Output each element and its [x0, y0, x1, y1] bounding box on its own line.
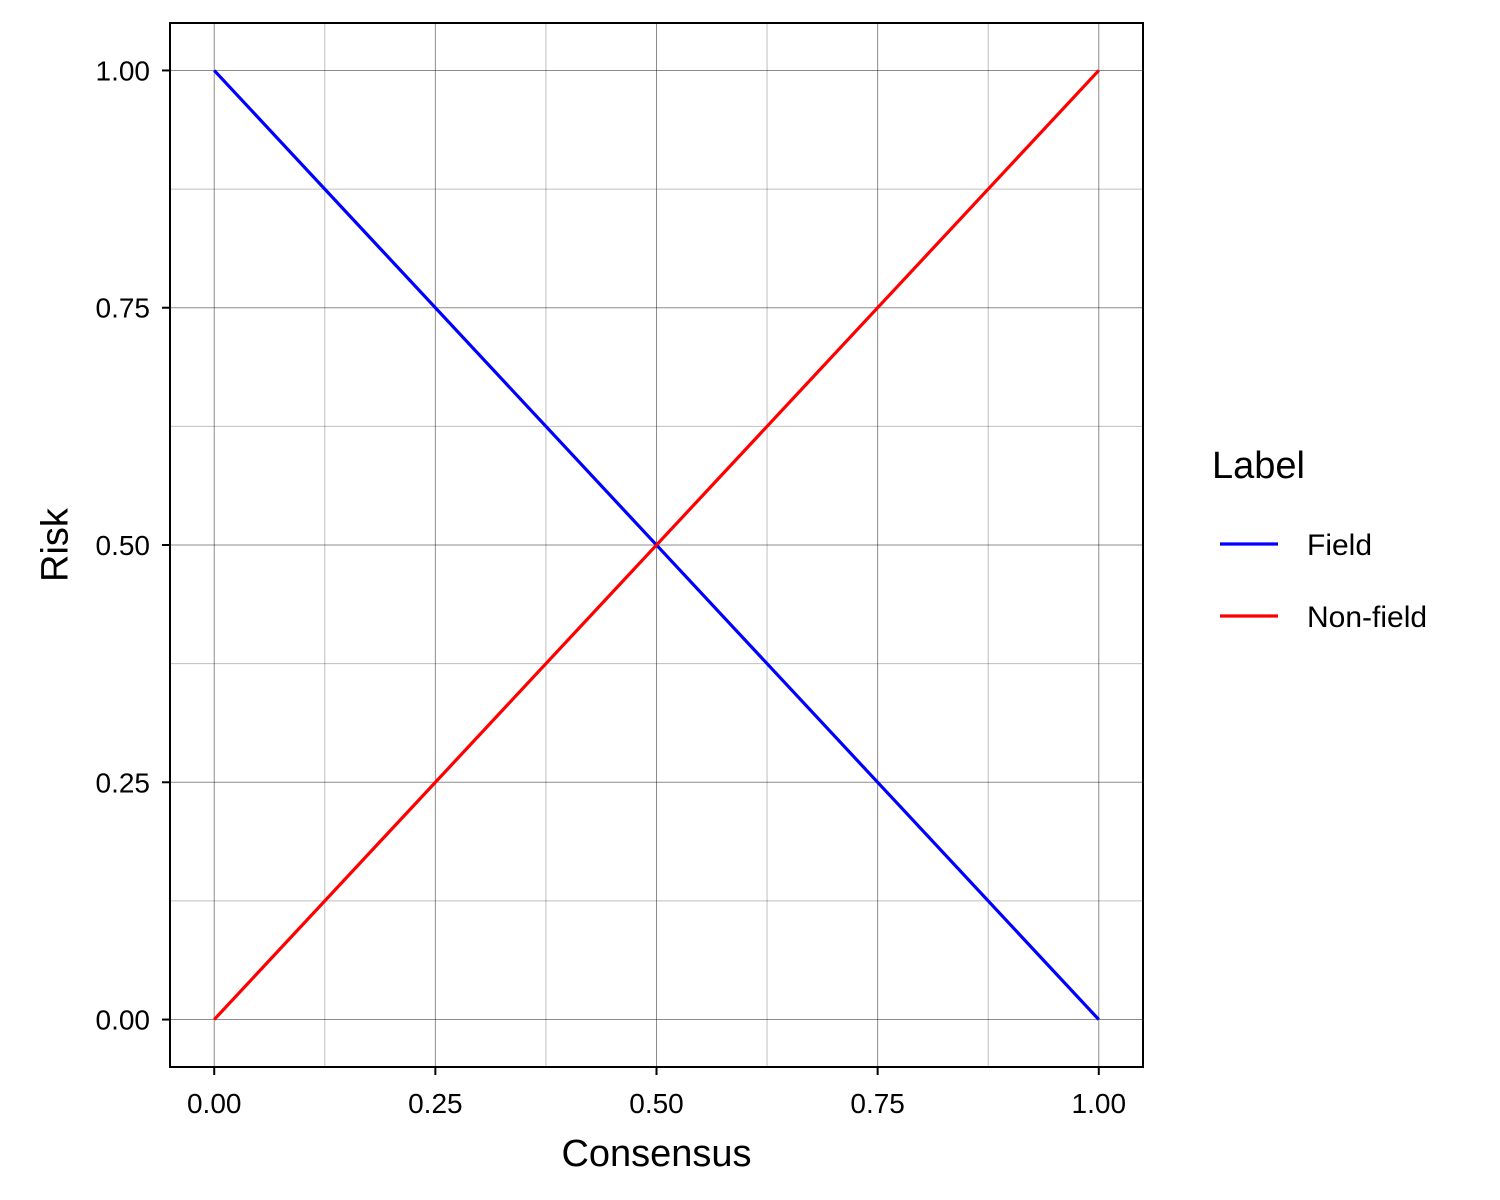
legend-label: Non-field: [1307, 601, 1427, 634]
minor-gridlines: [170, 23, 1143, 1067]
x-tick-label: 0.25: [408, 1088, 463, 1119]
series-lines: [213, 69, 1100, 1021]
y-tick-label: 0.25: [96, 767, 151, 798]
x-axis: 0.00 0.25 0.50 0.75 1.00: [187, 1067, 1126, 1119]
y-tick-label: 0.75: [96, 293, 151, 324]
x-tick-label: 0.50: [629, 1088, 684, 1119]
major-gridlines: [170, 23, 1143, 1067]
series-line-non-field: [213, 69, 1100, 1021]
legend-title: Label: [1212, 445, 1305, 487]
legend: Label Field Non-field: [1212, 445, 1427, 634]
y-tick-label: 0.50: [96, 530, 151, 561]
legend-label: Field: [1307, 529, 1372, 562]
y-axis: 0.00 0.25 0.50 0.75 1.00: [96, 55, 170, 1036]
x-axis-title: Consensus: [561, 1133, 751, 1175]
y-tick-label: 1.00: [96, 55, 151, 86]
x-tick-label: 0.75: [850, 1088, 905, 1119]
y-axis-title: Risk: [34, 507, 76, 582]
y-tick-label: 0.00: [96, 1005, 151, 1036]
x-tick-label: 1.00: [1072, 1088, 1127, 1119]
x-tick-label: 0.00: [187, 1088, 242, 1119]
legend-items: Field Non-field: [1220, 529, 1427, 634]
